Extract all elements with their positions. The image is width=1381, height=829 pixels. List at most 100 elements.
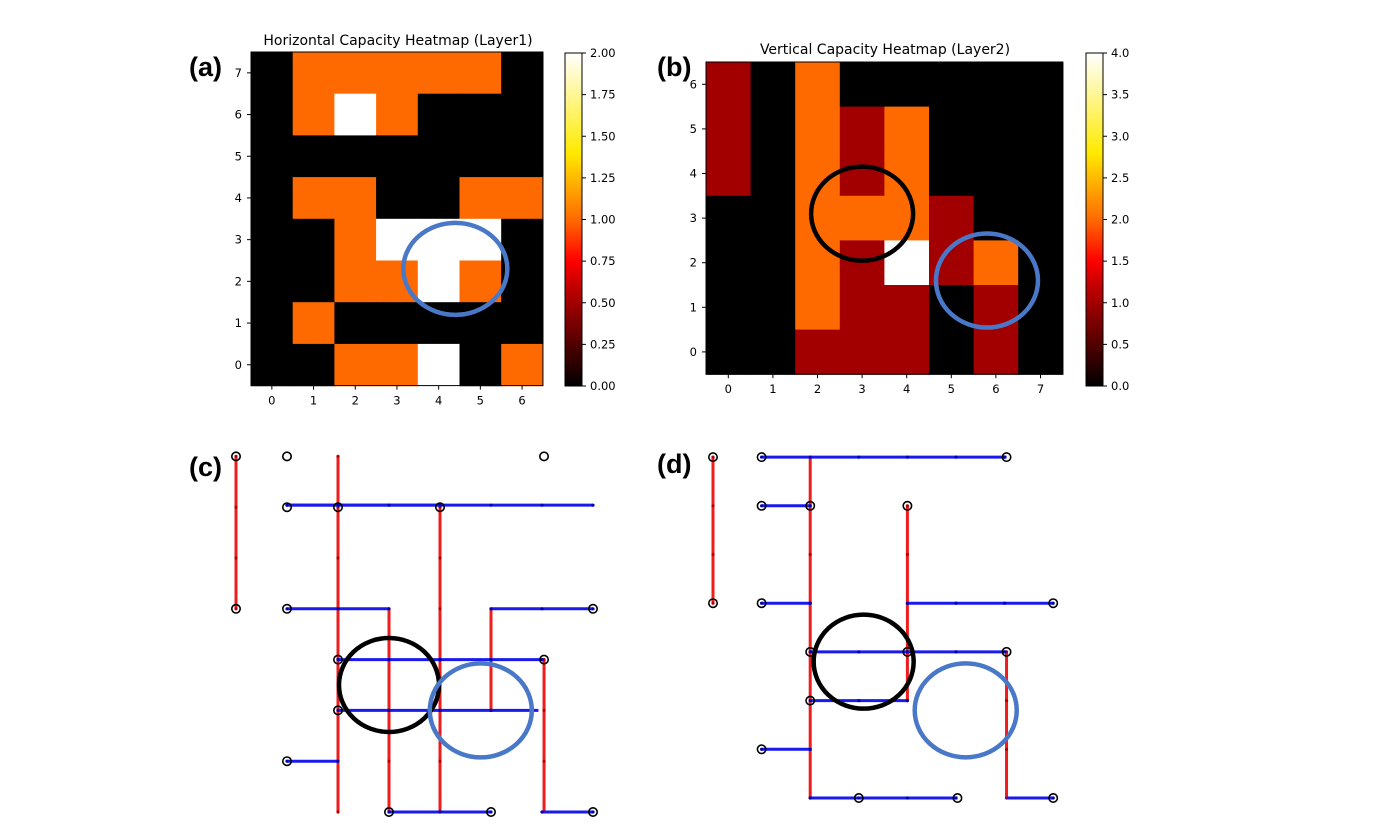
colorbar-tick-label: 0.25 (590, 337, 616, 351)
heatmap-cell (750, 195, 796, 241)
heatmap-cell (750, 106, 796, 152)
heatmap-cell (251, 302, 294, 345)
route-grid-dot (489, 503, 493, 507)
route-grid-dot (591, 503, 595, 507)
heatmap-cell (929, 329, 975, 375)
panel-label-b: (b) (657, 52, 691, 82)
route-grid-dot (905, 650, 910, 654)
pin-marker (853, 792, 864, 803)
y-tick-label: 2 (690, 256, 697, 270)
route-grid-dot (711, 455, 715, 459)
heatmap-cell (292, 218, 335, 262)
pin-marker (485, 806, 496, 817)
heatmap-cell (884, 62, 930, 108)
heatmap-cell (334, 93, 377, 136)
route-grid-dot (542, 759, 546, 763)
heatmap-cell (1018, 195, 1064, 241)
heatmap-cell (839, 285, 885, 331)
heatmap-cell (459, 177, 502, 220)
routing-c (231, 451, 598, 817)
route-grid-dot (336, 708, 340, 713)
heatmap-cell (706, 106, 752, 152)
pin-marker (332, 654, 343, 665)
y-tick-label: 1 (690, 300, 697, 314)
pin-marker (1001, 646, 1012, 657)
heatmap-cell (501, 93, 544, 136)
annotation-circle-blue (427, 661, 535, 760)
heatmap-cell (501, 302, 544, 345)
x-tick-label: 6 (518, 394, 525, 408)
heatmap-cell (334, 52, 377, 95)
heatmap-cell (501, 52, 544, 95)
route-grid-dot (760, 601, 764, 605)
heatmap-cell (501, 343, 544, 387)
route-grid-dot (591, 810, 595, 814)
heatmap-cell (706, 329, 752, 375)
route-grid-dot (285, 607, 289, 611)
y-tick-label: 5 (690, 122, 697, 136)
heatmap-cell (251, 135, 294, 178)
route-grid-dot (711, 552, 715, 557)
route-grid-dot (808, 601, 812, 605)
pin-marker (805, 500, 816, 511)
heatmap-cell (839, 106, 885, 152)
colorbar-tick-label: 4.0 (1111, 46, 1129, 60)
heatmap-cell (839, 240, 885, 286)
routing-d (707, 452, 1059, 803)
heatmap-cell (884, 106, 930, 152)
colorbar (564, 52, 583, 387)
heatmap-cell (706, 151, 752, 197)
pin-marker (281, 756, 292, 767)
route-grid-dot (438, 759, 442, 763)
y-tick-label: 7 (235, 66, 242, 80)
route-grid-dot (489, 658, 493, 662)
pin-marker (231, 451, 242, 462)
colorbar-tick-label: 2.00 (590, 46, 616, 60)
route-grid-dot (336, 454, 340, 458)
heatmap-cell (251, 52, 294, 95)
route-grid-dot (905, 601, 910, 605)
heatmap-cell (251, 343, 294, 387)
y-tick-label: 4 (235, 191, 242, 205)
route-grid-dot (540, 607, 544, 611)
route-grid-dot (857, 796, 861, 800)
route-grid-dot (387, 810, 391, 814)
route-grid-dot (1004, 699, 1009, 703)
heatmap-cell (1018, 151, 1064, 197)
pin-marker (332, 705, 343, 716)
x-tick-label: 7 (1037, 382, 1044, 396)
pin-marker (539, 654, 550, 665)
route-grid-dot (285, 759, 289, 763)
x-tick-label: 6 (992, 382, 999, 396)
x-tick-label: 0 (268, 394, 275, 408)
route-grid-dot (760, 504, 764, 508)
heatmap-cell (334, 177, 377, 220)
heatmap-cell (884, 240, 930, 286)
route-grid-dot (711, 601, 715, 605)
pin-marker (805, 695, 816, 706)
pin-marker (707, 452, 718, 463)
annotation-ellipse-blue (401, 220, 510, 318)
x-tick-label: 3 (858, 382, 865, 396)
heatmap-cell (376, 135, 419, 178)
route-grid-dot (336, 607, 340, 611)
colorbar-tick-label: 1.0 (1111, 296, 1129, 310)
heatmap-cell (292, 343, 335, 387)
route-grid-dot (1051, 601, 1055, 605)
colorbar-tick-label: 0.75 (590, 254, 616, 268)
pin-marker (707, 598, 718, 609)
heatmap-cell (334, 302, 377, 345)
annotation-circle-black (811, 612, 916, 711)
route-grid-dot (540, 503, 544, 507)
route-grid-dot (808, 699, 812, 703)
pin-marker (756, 452, 767, 463)
pin-marker (587, 806, 598, 817)
heatmap-cell (417, 177, 461, 220)
x-tick-label: 4 (435, 394, 442, 408)
panel-label-d: (d) (657, 449, 691, 479)
heatmap-cell (292, 93, 335, 136)
route-grid-dot (857, 650, 861, 654)
route-grid-dot (905, 455, 910, 459)
heatmap-cell (750, 285, 796, 331)
route-grid-dot (954, 650, 958, 654)
